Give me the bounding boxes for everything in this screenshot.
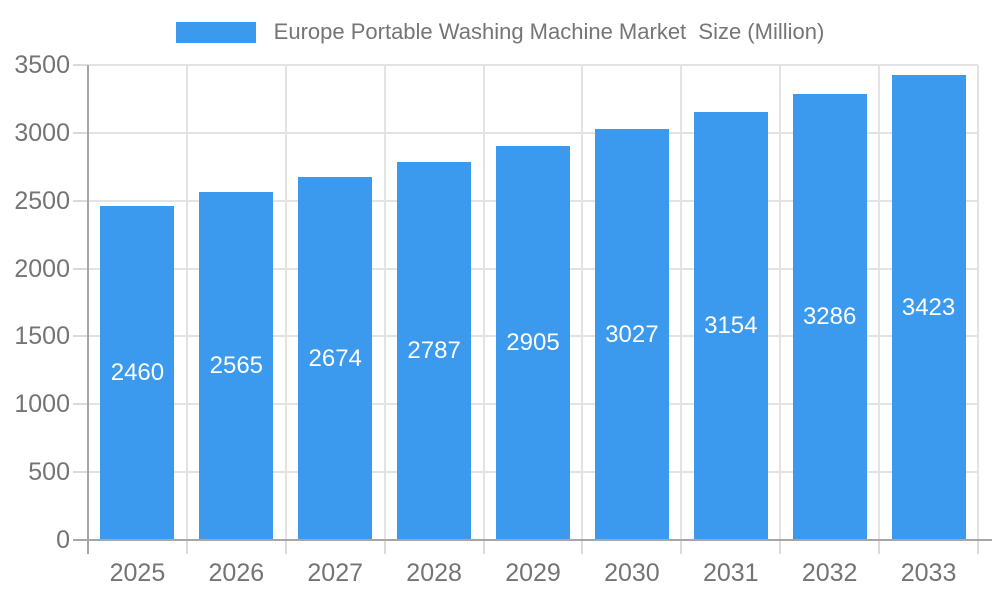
bar-2029[interactable]: 2905 bbox=[496, 145, 570, 540]
legend-label: Europe Portable Washing Machine Market S… bbox=[273, 19, 825, 44]
y-axis-tick bbox=[73, 131, 88, 134]
x-axis-tick bbox=[680, 540, 683, 554]
y-axis-tick-label: 0 bbox=[56, 526, 70, 554]
x-axis-tick bbox=[779, 540, 782, 554]
gridline-vertical bbox=[581, 65, 584, 540]
y-axis-tick bbox=[73, 64, 88, 66]
legend-swatch bbox=[175, 21, 256, 43]
gridline-vertical bbox=[977, 65, 979, 540]
gridline-vertical bbox=[482, 65, 485, 540]
x-axis-tick-label: 2030 bbox=[604, 559, 660, 587]
gridline-vertical bbox=[185, 65, 188, 540]
x-axis-tick-label: 2026 bbox=[208, 559, 265, 587]
y-axis-tick-label: 1000 bbox=[14, 390, 70, 419]
gridline-horizontal bbox=[88, 131, 978, 134]
bar-value-label: 2787 bbox=[407, 336, 461, 364]
bar-2027[interactable]: 2674 bbox=[298, 177, 373, 540]
bar-value-label: 2565 bbox=[209, 351, 264, 379]
bar-value-label: 3027 bbox=[605, 320, 659, 348]
gridline-vertical bbox=[680, 65, 683, 540]
y-axis-tick-label: 2500 bbox=[14, 186, 70, 215]
bar-2030[interactable]: 3027 bbox=[594, 129, 669, 540]
x-axis-tick bbox=[977, 540, 979, 554]
gridline-vertical bbox=[383, 65, 386, 540]
x-axis-tick-label: 2031 bbox=[702, 559, 759, 587]
x-axis-tick-label: 2033 bbox=[900, 559, 957, 587]
bar-value-label: 3154 bbox=[704, 311, 758, 339]
bar-2032[interactable]: 3286 bbox=[792, 94, 867, 540]
gridline-vertical bbox=[779, 65, 782, 540]
legend[interactable]: Europe Portable Washing Machine Market S… bbox=[0, 16, 1000, 48]
x-axis-tick-label: 2028 bbox=[406, 559, 462, 587]
gridline-vertical bbox=[284, 65, 287, 540]
x-axis-tick bbox=[878, 540, 881, 554]
bar-2033[interactable]: 3423 bbox=[891, 75, 966, 540]
y-axis-tick-label: 3000 bbox=[14, 118, 70, 147]
y-axis-tick-label: 500 bbox=[28, 458, 70, 487]
bar-value-label: 2674 bbox=[308, 344, 362, 372]
x-axis-tick-label: 2029 bbox=[505, 559, 561, 587]
bar-value-label: 2905 bbox=[506, 328, 560, 356]
bar-2026[interactable]: 2565 bbox=[199, 191, 274, 540]
x-axis-tick-label: 2027 bbox=[307, 559, 364, 587]
gridline-horizontal bbox=[88, 64, 978, 66]
y-axis-tick bbox=[73, 335, 88, 338]
x-axis-tick-label: 2025 bbox=[109, 559, 166, 587]
gridline-vertical bbox=[878, 65, 881, 540]
x-axis-line bbox=[73, 539, 992, 541]
y-axis-line bbox=[87, 65, 89, 554]
bar-2028[interactable]: 2787 bbox=[397, 161, 472, 540]
x-axis-tick bbox=[581, 540, 584, 554]
y-axis-tick bbox=[73, 267, 88, 270]
bar-value-label: 3286 bbox=[802, 303, 857, 330]
x-axis-tick bbox=[284, 540, 287, 554]
y-axis-tick-label: 1500 bbox=[14, 322, 70, 351]
y-axis-tick bbox=[73, 403, 88, 406]
y-axis-tick bbox=[73, 471, 88, 474]
bar-2031[interactable]: 3154 bbox=[693, 111, 768, 540]
x-axis-tick bbox=[482, 540, 485, 554]
x-axis-tick bbox=[383, 540, 386, 554]
y-axis-tick-label: 3500 bbox=[14, 51, 70, 79]
x-axis-tick-label: 2032 bbox=[801, 559, 858, 587]
y-axis-tick bbox=[73, 199, 88, 202]
bar-value-label: 3423 bbox=[901, 293, 956, 321]
bar-value-label: 2460 bbox=[110, 359, 165, 387]
y-axis-tick-label: 2000 bbox=[14, 254, 70, 283]
bar-2025[interactable]: 2460 bbox=[100, 206, 175, 540]
x-axis-tick bbox=[185, 540, 188, 554]
